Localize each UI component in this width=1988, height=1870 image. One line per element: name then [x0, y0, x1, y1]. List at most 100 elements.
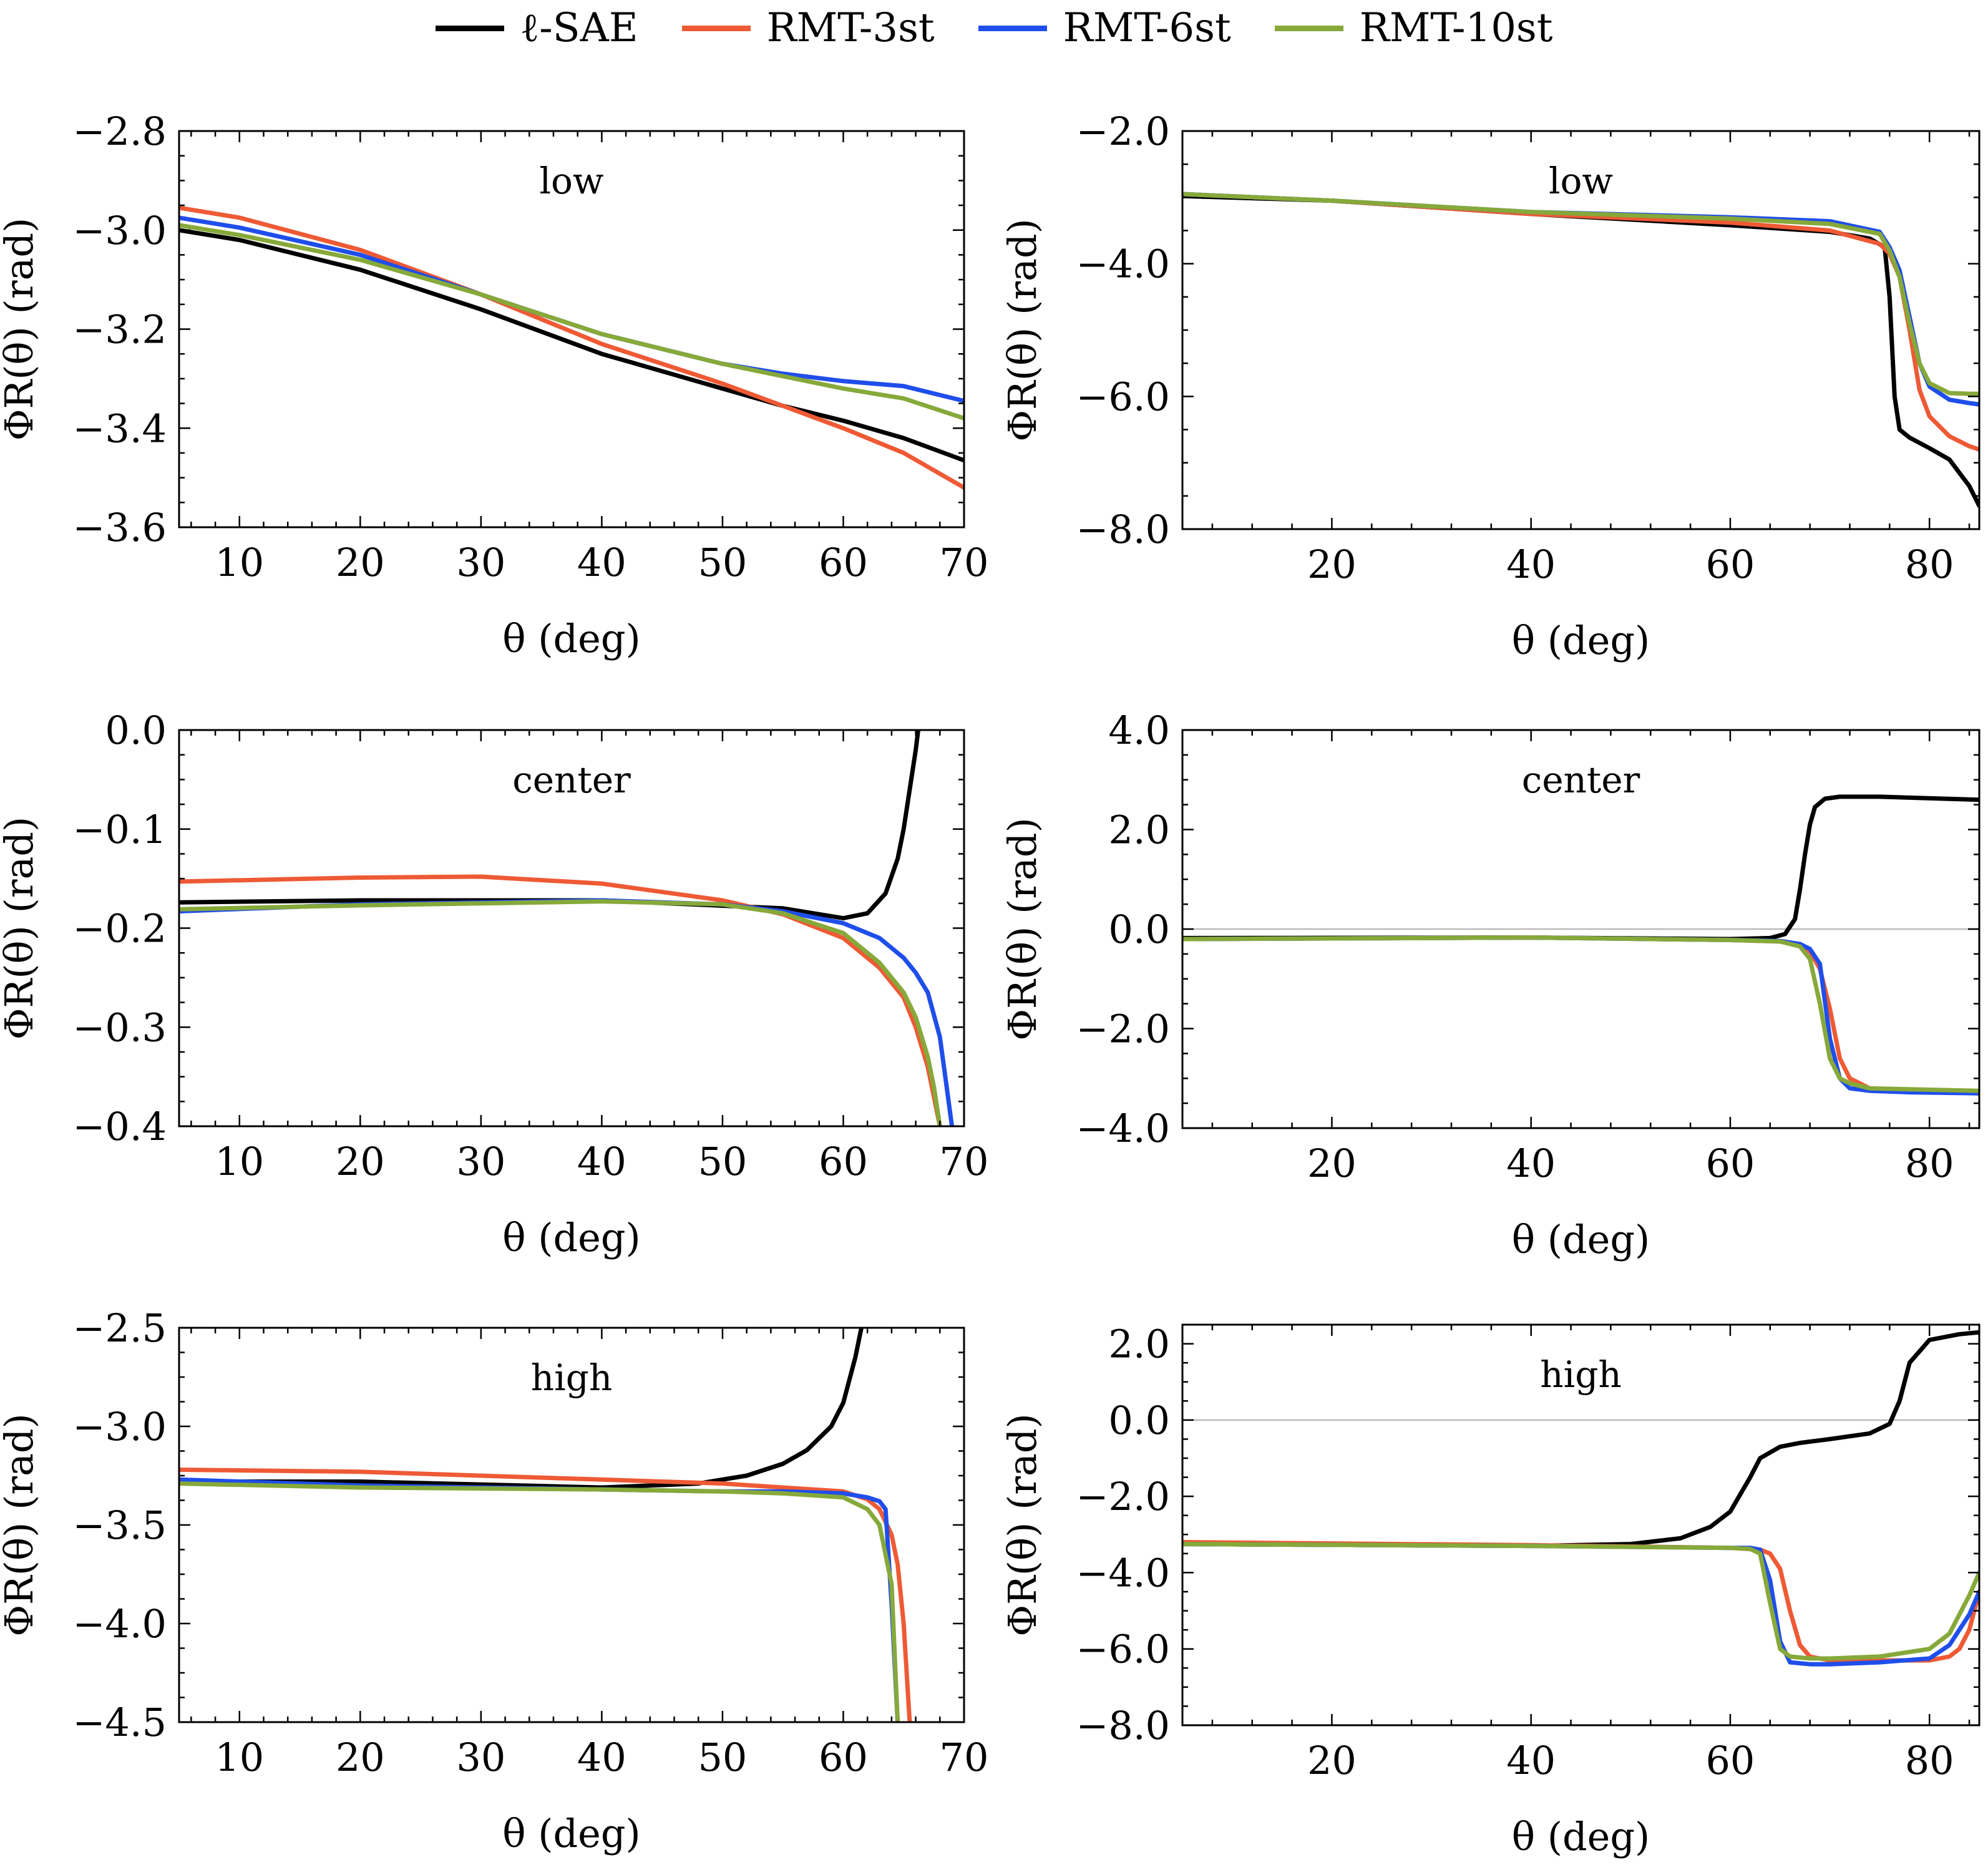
- x-axis-label: θ (deg): [502, 1215, 640, 1260]
- legend-swatch: [978, 25, 1047, 31]
- series-line-rmt-3st: [1182, 1540, 1979, 1663]
- y-tick-label: −2.5: [72, 1305, 167, 1351]
- series-line-rmt-10st: [1182, 1542, 1979, 1661]
- panel-1: 10 20 30 40 50 60 70 −3.6 −3.4 −3.2 −3.0 −2.8 low θ (…: [0, 109, 988, 661]
- x-tick-label: 60: [1705, 1738, 1755, 1783]
- panel-2: 20 40 60 80 −8.0 −6.0 −4.0 −2.0 low θ (deg) ΦR(θ) …: [1000, 109, 1981, 663]
- x-axis-label: θ (deg): [502, 616, 640, 661]
- series-line--sae: [1182, 794, 1979, 942]
- x-tick-label: 30: [456, 540, 505, 585]
- y-axis-label: ΦR(θ) (rad): [0, 817, 42, 1040]
- legend-label: ℓ-SAE: [520, 5, 638, 51]
- panel-5: 10 20 30 40 50 60 70 −4.5 −4.0 −3.5 −3.0 −2.5 high θ …: [0, 1305, 988, 1856]
- panel-title: low: [1549, 160, 1613, 202]
- series-line-rmt-10st: [1182, 192, 1979, 396]
- y-tick-label: −2.0: [1076, 1474, 1170, 1519]
- series-line--sae: [1182, 1330, 1979, 1549]
- legend-item: RMT-6st: [978, 5, 1231, 51]
- legend-label: RMT-10st: [1359, 5, 1553, 51]
- y-tick-label: −0.4: [72, 1104, 167, 1149]
- series-line--sae: [179, 228, 964, 463]
- y-tick-label: −8.0: [1076, 1703, 1170, 1748]
- panel-title: center: [1522, 759, 1640, 801]
- x-tick-label: 20: [1307, 542, 1357, 587]
- y-axis-label: ΦR(θ) (rad): [1000, 817, 1045, 1041]
- x-tick-label: 70: [940, 540, 989, 585]
- panel-title: high: [531, 1356, 612, 1399]
- x-axis-label: θ (deg): [1512, 618, 1650, 663]
- y-tick-label: −4.0: [1076, 1106, 1170, 1151]
- legend-item: ℓ-SAE: [435, 5, 638, 51]
- y-tick-label: −3.5: [72, 1502, 167, 1548]
- x-tick-label: 40: [1506, 1738, 1556, 1783]
- plot-frame: [1181, 1323, 1981, 1726]
- x-tick-label: 60: [819, 1735, 868, 1780]
- y-tick-label: −3.0: [72, 1404, 167, 1449]
- series-line-rmt-3st: [179, 205, 964, 490]
- x-tick-label: 40: [1506, 1141, 1556, 1186]
- y-tick-label: −2.0: [1076, 1006, 1170, 1052]
- legend-swatch: [435, 25, 504, 31]
- series-line--sae: [1182, 193, 1979, 509]
- x-tick-label: 60: [1705, 1141, 1755, 1186]
- y-tick-label: 0.0: [1108, 907, 1170, 952]
- series-line-rmt-3st: [1182, 935, 1979, 1096]
- series-line-rmt-6st: [1182, 1542, 1979, 1667]
- series-line-rmt-6st: [1182, 192, 1979, 407]
- x-tick-label: 20: [336, 540, 385, 585]
- x-tick-label: 70: [940, 1139, 989, 1184]
- series-line-rmt-6st: [1182, 935, 1979, 1096]
- y-tick-label: −2.0: [1076, 109, 1170, 154]
- y-tick-label: −2.8: [72, 109, 167, 154]
- x-tick-label: 10: [215, 1735, 264, 1780]
- series-line-rmt-3st: [1182, 192, 1979, 452]
- y-tick-label: 0.0: [1108, 1398, 1170, 1443]
- y-tick-label: −4.0: [1076, 1550, 1170, 1595]
- y-tick-label: −4.0: [72, 1601, 167, 1647]
- x-tick-label: 50: [698, 1139, 747, 1184]
- legend-swatch: [1274, 25, 1343, 31]
- x-tick-label: 50: [698, 540, 747, 585]
- series-line-rmt-10st: [1182, 935, 1979, 1093]
- panel-title: center: [512, 759, 631, 801]
- y-axis-label: ΦR(θ) (rad): [1000, 218, 1045, 442]
- legend-item: RMT-10st: [1274, 5, 1553, 51]
- x-tick-label: 40: [1506, 542, 1556, 587]
- y-tick-label: −6.0: [1076, 1627, 1170, 1672]
- x-tick-label: 10: [215, 1139, 264, 1184]
- x-tick-label: 20: [336, 1735, 385, 1780]
- x-tick-label: 80: [1905, 1141, 1954, 1186]
- y-tick-label: −3.2: [72, 307, 167, 353]
- y-axis-label: ΦR(θ) (rad): [0, 218, 42, 441]
- x-axis-label: θ (deg): [502, 1811, 640, 1856]
- x-tick-label: 40: [577, 540, 626, 585]
- x-tick-label: 30: [456, 1735, 505, 1780]
- x-tick-label: 20: [1307, 1738, 1357, 1783]
- x-tick-label: 60: [819, 1139, 868, 1184]
- y-tick-label: −6.0: [1076, 374, 1170, 419]
- series-line--sae: [179, 1328, 864, 1490]
- y-tick-label: −3.0: [72, 208, 167, 253]
- legend-item: RMT-3st: [681, 5, 935, 51]
- y-tick-label: −4.5: [72, 1700, 167, 1745]
- x-tick-label: 80: [1905, 542, 1954, 587]
- x-tick-label: 50: [698, 1735, 747, 1780]
- legend-swatch: [681, 25, 751, 31]
- y-tick-label: 4.0: [1108, 708, 1170, 753]
- x-tick-label: 30: [456, 1139, 505, 1184]
- x-tick-label: 10: [215, 540, 264, 585]
- y-tick-label: −3.4: [72, 406, 167, 451]
- x-tick-label: 70: [940, 1735, 989, 1780]
- panel-title: low: [539, 160, 603, 202]
- x-axis-label: θ (deg): [1512, 1217, 1650, 1262]
- y-tick-label: 2.0: [1108, 1322, 1170, 1367]
- y-tick-label: 0.0: [105, 708, 167, 753]
- y-tick-label: −0.3: [72, 1005, 167, 1050]
- x-tick-label: 20: [1307, 1141, 1357, 1186]
- series-line-rmt-10st: [179, 223, 964, 421]
- series-line-rmt-10st: [179, 899, 942, 1126]
- y-tick-label: −0.2: [72, 906, 167, 952]
- panel-title: high: [1540, 1353, 1621, 1396]
- legend-label: RMT-3st: [766, 5, 935, 51]
